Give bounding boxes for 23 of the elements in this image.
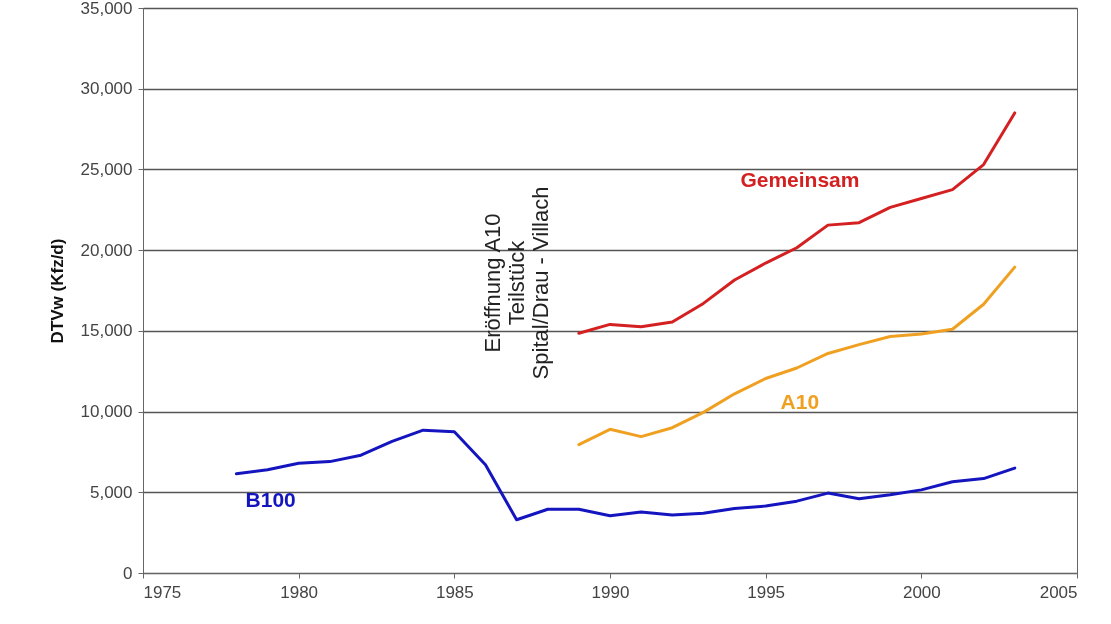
series-label: A10: [780, 389, 820, 413]
series-label: B100: [245, 488, 296, 512]
y-tick-label: 5,000: [89, 482, 133, 502]
y-tick-label: 15,000: [80, 321, 133, 341]
x-tick-label: 1985: [435, 582, 474, 602]
series-label: Gemeinsam: [740, 168, 860, 192]
y-tick-label: 35,000: [80, 0, 133, 18]
x-tick-label: 1975: [143, 582, 182, 602]
x-tick-label: 2005: [1039, 582, 1078, 602]
y-tick-label: 0: [123, 563, 133, 583]
annotation: Eröffnung A10 Teilstück Spital/Drau - Villach: [480, 186, 553, 380]
y-tick-label: 30,000: [80, 79, 133, 99]
x-tick-label: 1995: [747, 582, 786, 602]
y-tick-label: 10,000: [80, 402, 133, 422]
line-series: [577, 265, 1017, 447]
x-tick-label: 1990: [591, 582, 630, 602]
y-axis-title: DTVw (Kfz/d): [47, 238, 67, 344]
y-tick-label: 20,000: [80, 240, 133, 260]
y-tick-label: 25,000: [80, 159, 133, 179]
x-tick-label: 1980: [280, 582, 319, 602]
line-series: [234, 428, 1017, 522]
line-series: [577, 111, 1017, 335]
x-tick-label: 2000: [902, 582, 941, 602]
